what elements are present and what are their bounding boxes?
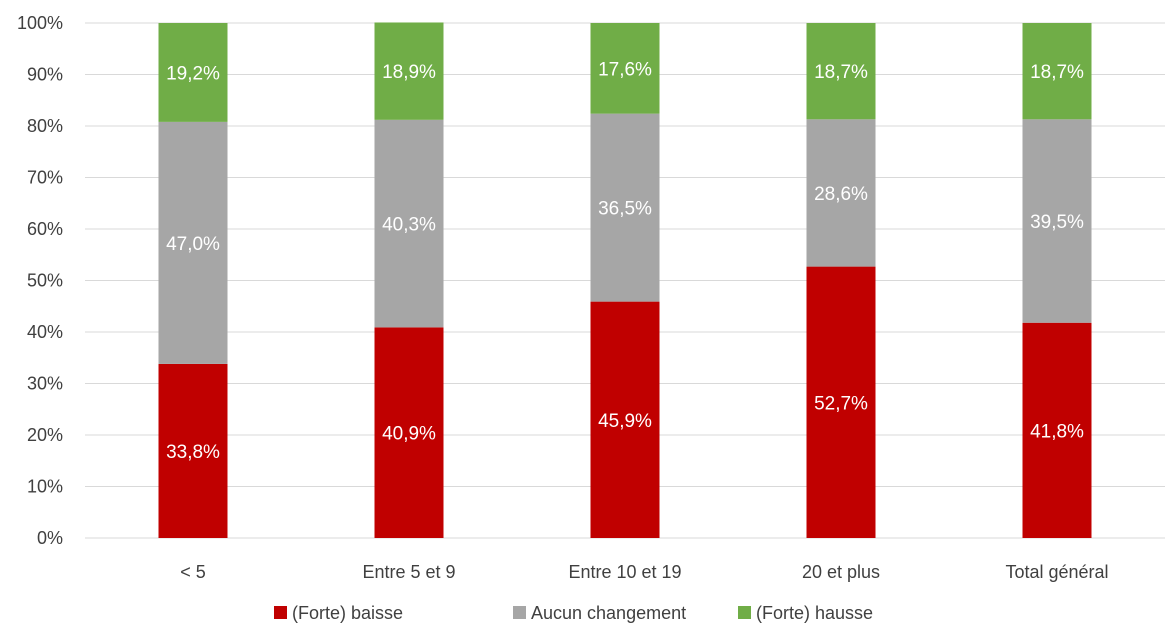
- y-tick-label: 70%: [27, 168, 63, 188]
- y-tick-label: 10%: [27, 477, 63, 497]
- bar-segment: [590, 113, 660, 302]
- data-label: 52,7%: [814, 393, 868, 414]
- data-label: 40,9%: [382, 424, 436, 445]
- legend-swatch: [738, 606, 751, 619]
- legend: (Forte) baisse Aucun changement (Forte) ha…: [274, 603, 873, 623]
- y-tick-label: 50%: [27, 271, 63, 291]
- x-tick-label: Entre 10 et 19: [568, 562, 681, 582]
- bar-segment: [158, 363, 228, 538]
- data-label: 40,3%: [382, 215, 436, 236]
- data-label: 47,0%: [166, 234, 220, 255]
- data-label: 28,6%: [814, 184, 868, 205]
- bar-segment: [374, 119, 444, 328]
- data-label: 41,8%: [1030, 421, 1084, 442]
- data-label: 19,2%: [166, 63, 220, 84]
- bar-segment: [806, 266, 876, 538]
- bar-segment: [1022, 322, 1092, 538]
- data-label: 17,6%: [598, 59, 652, 80]
- x-tick-label: 20 et plus: [802, 562, 880, 582]
- y-tick-label: 80%: [27, 116, 63, 136]
- legend-label: (Forte) hausse: [756, 603, 873, 623]
- data-label: 36,5%: [598, 199, 652, 220]
- legend-label: Aucun changement: [531, 603, 686, 623]
- bar-segment: [158, 23, 228, 122]
- y-tick-label: 90%: [27, 65, 63, 85]
- y-axis-tick-labels: 0% 10% 20% 30% 40% 50% 60% 70% 80% 90% 100%: [17, 13, 63, 548]
- y-tick-label: 40%: [27, 322, 63, 342]
- bar-segment: [590, 301, 660, 538]
- legend-swatch: [513, 606, 526, 619]
- bar-segment: [374, 327, 444, 538]
- x-tick-label: Entre 5 et 9: [362, 562, 455, 582]
- y-tick-label: 60%: [27, 219, 63, 239]
- bar-segment: [806, 23, 876, 120]
- data-label: 39,5%: [1030, 212, 1084, 233]
- data-label: 18,9%: [382, 62, 436, 83]
- data-label: 18,7%: [1030, 62, 1084, 83]
- legend-label: (Forte) baisse: [292, 603, 403, 623]
- data-label: 18,7%: [814, 62, 868, 83]
- y-tick-label: 30%: [27, 374, 63, 394]
- y-tick-label: 0%: [37, 528, 63, 548]
- data-labels: 33,8% 47,0% 19,2% 40,9% 40,3% 18,9% 45,9% 36,5%…: [166, 59, 1084, 463]
- data-label: 33,8%: [166, 442, 220, 463]
- bar-segment: [374, 22, 444, 120]
- bar-segment: [158, 121, 228, 364]
- x-tick-label: < 5: [180, 562, 206, 582]
- legend-swatch: [274, 606, 287, 619]
- bars: [158, 22, 1092, 538]
- bar-segment: [1022, 23, 1092, 120]
- x-tick-label: Total général: [1005, 562, 1108, 582]
- bar-segment: [1022, 119, 1092, 323]
- bar-segment: [806, 119, 876, 267]
- x-axis-tick-labels: < 5 Entre 5 et 9 Entre 10 et 19 20 et plus T…: [180, 562, 1108, 582]
- data-label: 45,9%: [598, 411, 652, 432]
- bar-segment: [590, 23, 660, 114]
- y-tick-label: 20%: [27, 425, 63, 445]
- y-tick-label: 100%: [17, 13, 63, 33]
